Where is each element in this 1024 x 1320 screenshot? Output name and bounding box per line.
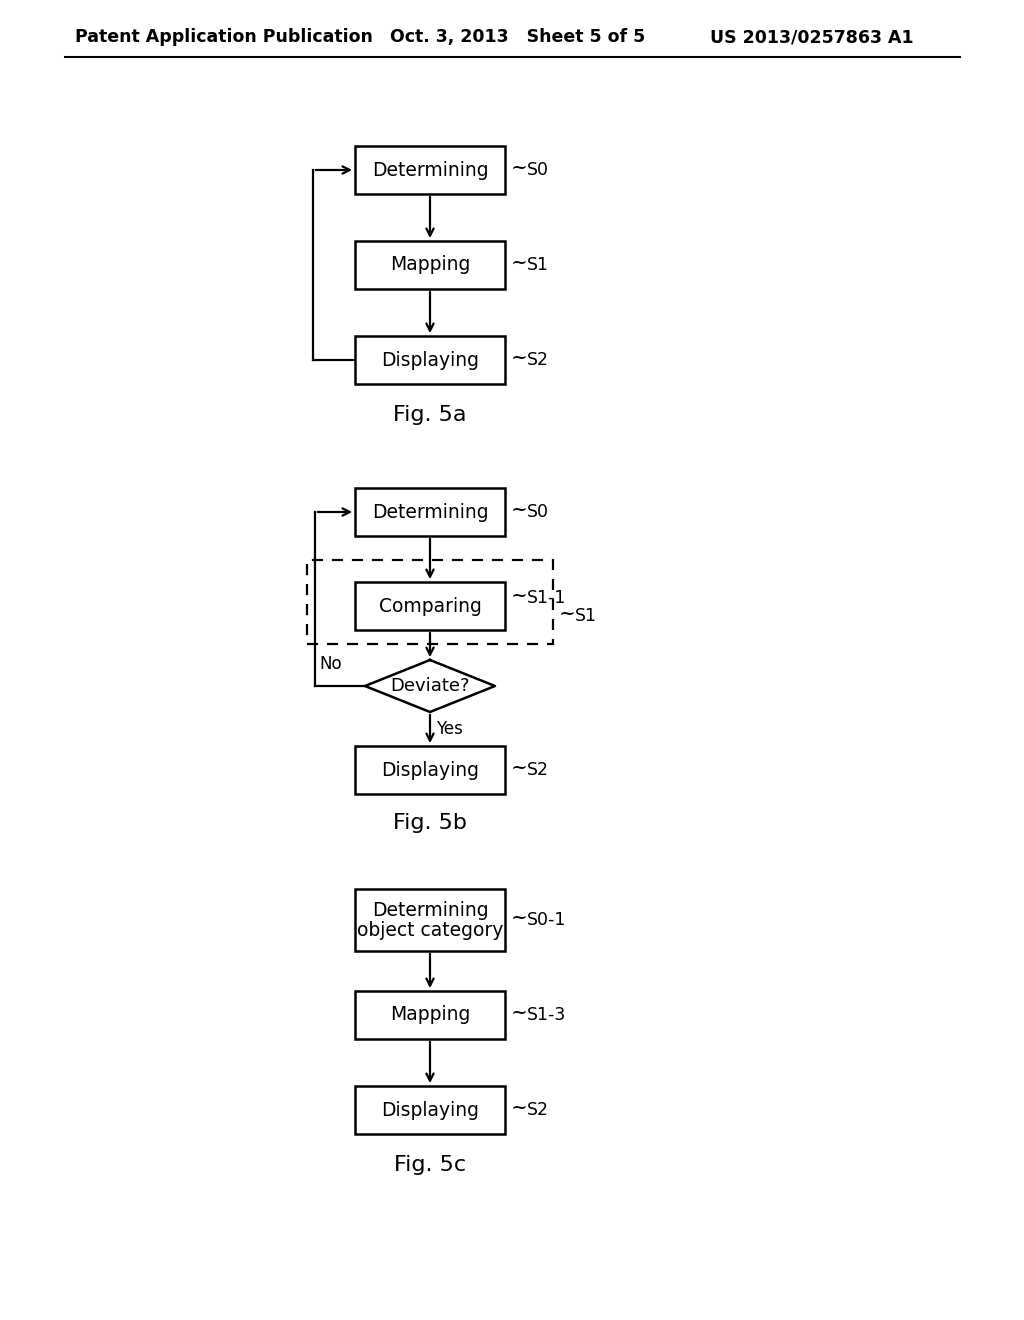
Text: Yes: Yes xyxy=(436,719,463,738)
Text: S1-3: S1-3 xyxy=(527,1006,566,1024)
FancyBboxPatch shape xyxy=(355,991,505,1039)
FancyBboxPatch shape xyxy=(355,1086,505,1134)
FancyBboxPatch shape xyxy=(355,337,505,384)
Text: Fig. 5c: Fig. 5c xyxy=(394,1155,466,1175)
FancyBboxPatch shape xyxy=(355,888,505,950)
Text: Comparing: Comparing xyxy=(379,597,481,615)
Text: ~: ~ xyxy=(511,908,528,928)
Text: Mapping: Mapping xyxy=(390,1006,470,1024)
FancyBboxPatch shape xyxy=(355,582,505,630)
Text: ~: ~ xyxy=(511,759,528,777)
Polygon shape xyxy=(365,660,495,711)
Text: Oct. 3, 2013   Sheet 5 of 5: Oct. 3, 2013 Sheet 5 of 5 xyxy=(390,28,645,46)
Text: ~: ~ xyxy=(559,605,575,623)
Text: Displaying: Displaying xyxy=(381,760,479,780)
Text: ~: ~ xyxy=(511,253,528,272)
Text: S2: S2 xyxy=(527,762,549,779)
Text: object category: object category xyxy=(356,920,503,940)
Text: Patent Application Publication: Patent Application Publication xyxy=(75,28,373,46)
Text: ~: ~ xyxy=(511,1003,528,1023)
Text: Fig. 5b: Fig. 5b xyxy=(393,813,467,833)
Text: Displaying: Displaying xyxy=(381,351,479,370)
Text: S0: S0 xyxy=(527,161,549,180)
FancyBboxPatch shape xyxy=(355,147,505,194)
Text: Displaying: Displaying xyxy=(381,1101,479,1119)
Text: ~: ~ xyxy=(511,586,528,606)
Text: No: No xyxy=(319,655,342,673)
Text: Determining: Determining xyxy=(372,902,488,920)
FancyBboxPatch shape xyxy=(355,242,505,289)
Text: ~: ~ xyxy=(511,348,528,367)
Text: Determining: Determining xyxy=(372,161,488,180)
Text: S2: S2 xyxy=(527,351,549,370)
FancyBboxPatch shape xyxy=(355,746,505,795)
Text: ~: ~ xyxy=(511,158,528,177)
FancyBboxPatch shape xyxy=(355,488,505,536)
Text: ~: ~ xyxy=(511,500,528,520)
Text: Mapping: Mapping xyxy=(390,256,470,275)
Text: Fig. 5a: Fig. 5a xyxy=(393,405,467,425)
Text: S0-1: S0-1 xyxy=(527,911,566,929)
Text: S2: S2 xyxy=(527,1101,549,1119)
Text: S1-1: S1-1 xyxy=(527,589,566,607)
Text: US 2013/0257863 A1: US 2013/0257863 A1 xyxy=(710,28,913,46)
Text: S0: S0 xyxy=(527,503,549,521)
Text: Deviate?: Deviate? xyxy=(390,677,470,696)
Text: ~: ~ xyxy=(511,1098,528,1118)
Text: S1: S1 xyxy=(527,256,549,275)
Text: Determining: Determining xyxy=(372,503,488,521)
Text: S1: S1 xyxy=(575,607,597,624)
